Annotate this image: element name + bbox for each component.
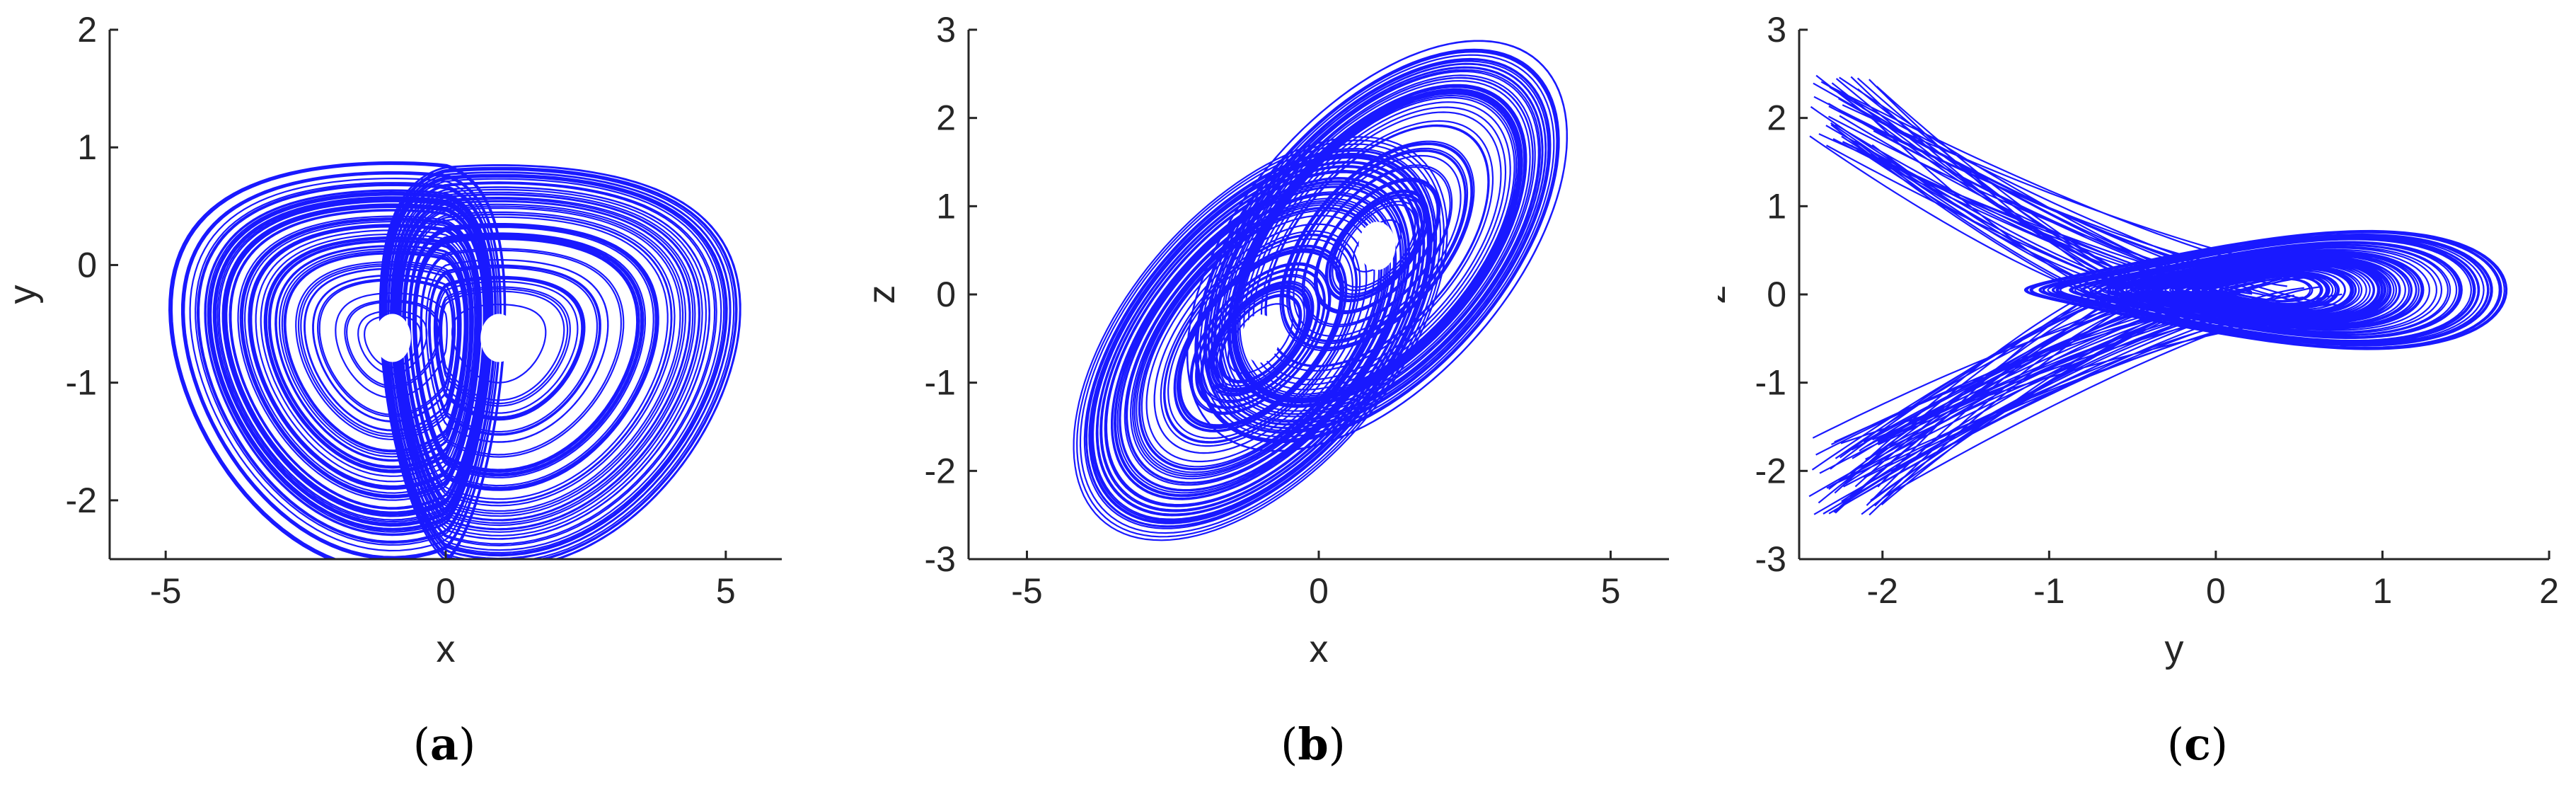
y-tick-label: -1 bbox=[1755, 363, 1786, 403]
lobe-hole-a-1 bbox=[480, 314, 518, 362]
y-tick-label: 2 bbox=[1767, 98, 1786, 138]
y-tick-label: 2 bbox=[936, 98, 956, 138]
x-tick-label: -5 bbox=[1011, 571, 1042, 611]
y-tick-label: -3 bbox=[1755, 539, 1786, 579]
series-line-b bbox=[1073, 40, 1569, 541]
y-tick-label: -2 bbox=[66, 481, 97, 520]
panel-b-plot: -5 0 5 -3 -2 -1 0 1 2 3 x z bbox=[860, 10, 1669, 670]
series-line-c bbox=[1808, 74, 2508, 516]
x-tick-label: -5 bbox=[150, 571, 181, 611]
y-axis-label-a: y bbox=[1, 285, 44, 304]
attractor-trajectory-c bbox=[1808, 74, 2508, 516]
panel-a-plot: -5 0 5 -2 -1 0 1 2 x y bbox=[1, 10, 782, 670]
caption-c: (c) bbox=[2166, 718, 2229, 770]
x-tick-label: -2 bbox=[1867, 571, 1898, 611]
x-tick-label: 1 bbox=[2373, 571, 2393, 611]
y-tick-label: -3 bbox=[925, 539, 956, 579]
caption-a: (a) bbox=[412, 718, 476, 770]
x-axis-label-b: x bbox=[1310, 628, 1329, 670]
x-tick-label: 0 bbox=[2206, 571, 2226, 611]
caption-a-letter: a bbox=[429, 718, 459, 770]
y-tick-label: 0 bbox=[936, 275, 956, 314]
lobe-hole-b-0 bbox=[1242, 314, 1279, 363]
attractor-trajectory-b bbox=[1073, 40, 1569, 541]
y-axis-label-c: z bbox=[1718, 285, 1733, 304]
x-tick-label: 2 bbox=[2539, 571, 2559, 611]
caption-c-letter: c bbox=[2184, 718, 2211, 770]
x-axis-label-c: y bbox=[2165, 628, 2184, 670]
y-tick-label: 1 bbox=[77, 127, 97, 167]
y-tick-label: 3 bbox=[1767, 10, 1786, 50]
y-tick-label: -2 bbox=[925, 451, 956, 490]
y-axis-label-b: z bbox=[860, 285, 903, 304]
y-tick-label: 0 bbox=[1767, 275, 1786, 314]
series-line-a bbox=[168, 161, 741, 559]
panel-c-plot: -2 -1 0 1 2 -3 -2 -1 0 1 2 3 y z bbox=[1718, 10, 2559, 670]
caption-b: (b) bbox=[1281, 718, 1346, 770]
y-tick-label: -1 bbox=[925, 363, 956, 403]
x-tick-label: 0 bbox=[436, 571, 456, 611]
y-tick-label: 1 bbox=[936, 186, 956, 226]
y-tick-label: 0 bbox=[77, 245, 97, 285]
x-axis-label-a: x bbox=[437, 628, 456, 670]
y-tick-label: 2 bbox=[77, 10, 97, 50]
x-tick-label: 5 bbox=[1601, 571, 1621, 611]
y-tick-label: 3 bbox=[936, 10, 956, 50]
attractor-trajectory-a bbox=[168, 161, 741, 559]
x-tick-label: 5 bbox=[716, 571, 736, 611]
x-tick-label: 0 bbox=[1309, 571, 1329, 611]
lobe-hole-b-1 bbox=[1358, 222, 1396, 270]
y-tick-label: 1 bbox=[1767, 186, 1786, 226]
caption-b-letter: b bbox=[1298, 718, 1329, 770]
x-tick-label: -1 bbox=[2033, 571, 2064, 611]
lobe-hole-a-0 bbox=[374, 314, 411, 362]
y-tick-label: -2 bbox=[1755, 451, 1786, 490]
y-tick-label: -1 bbox=[66, 363, 97, 403]
